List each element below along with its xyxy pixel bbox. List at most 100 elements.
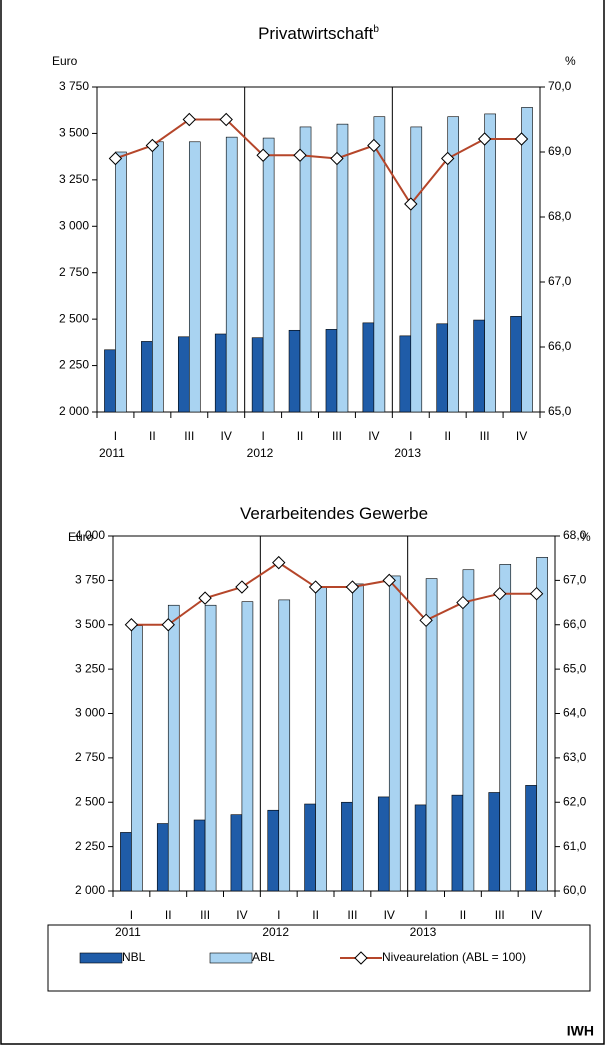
line-marker xyxy=(235,580,249,594)
title-text: Verarbeitendes Gewerbe xyxy=(240,504,428,523)
bar xyxy=(336,123,349,413)
bar xyxy=(104,349,116,413)
bar xyxy=(251,337,264,413)
y2-tick-label: 61,0 xyxy=(563,839,587,853)
bar xyxy=(451,794,464,892)
x-tick-label: II xyxy=(460,908,467,922)
x-tick-label: I xyxy=(424,908,427,922)
bar xyxy=(288,329,301,413)
y-tick-label: 4 000 xyxy=(75,528,105,542)
y2-tick-label: 66,0 xyxy=(563,617,587,631)
year-label: 2013 xyxy=(394,446,421,460)
chart-title: Privatwirtschaftb xyxy=(258,24,379,43)
y2-axis-label: % xyxy=(565,54,576,68)
y-tick-label: 3 250 xyxy=(75,661,105,675)
bar xyxy=(510,316,522,413)
line-marker xyxy=(404,197,418,211)
line-marker xyxy=(145,138,160,153)
y-axis-label: Euro xyxy=(52,54,78,68)
bar xyxy=(299,126,312,413)
bar xyxy=(177,336,190,413)
line-marker xyxy=(367,138,381,153)
title-text: Privatwirtschaft xyxy=(258,24,374,43)
line-marker xyxy=(456,595,470,610)
legend-label: Niveaurelation (ABL = 100) xyxy=(382,950,526,964)
bar xyxy=(262,137,275,413)
line xyxy=(115,118,522,206)
y2-tick-label: 68,0 xyxy=(548,209,572,223)
x-tick-label: III xyxy=(347,908,357,922)
x-tick-label: III xyxy=(495,908,505,922)
line-marker xyxy=(308,580,323,594)
line-marker xyxy=(219,112,233,127)
y-tick-label: 2 000 xyxy=(75,883,105,897)
x-tick-label: II xyxy=(312,908,319,922)
bar xyxy=(152,141,164,413)
x-tick-label: IV xyxy=(236,908,247,922)
bar xyxy=(120,832,132,892)
x-tick-label: III xyxy=(332,429,342,443)
x-tick-label: I xyxy=(114,429,117,443)
line-marker xyxy=(182,112,196,127)
y-tick-label: 2 250 xyxy=(75,839,105,853)
y-tick-label: 3 250 xyxy=(59,172,89,186)
x-tick-label: II xyxy=(149,429,156,443)
y2-axis-label: % xyxy=(580,530,591,544)
y-tick-label: 3 500 xyxy=(59,126,89,140)
bar xyxy=(167,604,180,892)
line-marker xyxy=(441,151,455,166)
y-tick-label: 3 750 xyxy=(75,573,105,587)
bar xyxy=(499,564,512,892)
x-tick-label: I xyxy=(261,429,264,443)
x-tick-label: IV xyxy=(516,429,527,443)
year-label: 2011 xyxy=(99,446,125,460)
legend-marker xyxy=(354,951,368,965)
bar xyxy=(204,604,217,892)
line-marker xyxy=(529,586,544,601)
y2-tick-label: 67,0 xyxy=(548,274,572,288)
bar xyxy=(131,625,143,892)
x-tick-label: I xyxy=(130,908,133,922)
line xyxy=(131,561,537,626)
x-tick-label: I xyxy=(409,429,412,443)
y-tick-label: 2 750 xyxy=(59,265,89,279)
bar xyxy=(488,792,501,892)
y-tick-label: 2 500 xyxy=(75,794,105,808)
bar xyxy=(484,113,496,413)
bar xyxy=(447,116,460,413)
bar xyxy=(141,341,153,413)
bar xyxy=(473,319,485,413)
y-tick-label: 2 500 xyxy=(59,311,89,325)
source: IWH xyxy=(567,1023,594,1039)
line-marker xyxy=(382,573,396,588)
line-marker xyxy=(108,151,123,166)
y2-tick-label: 66,0 xyxy=(548,339,572,353)
x-tick-label: IV xyxy=(221,429,232,443)
x-tick-label: IV xyxy=(531,908,542,922)
y2-tick-label: 62,0 xyxy=(563,794,587,808)
bar xyxy=(352,583,364,892)
chart-title: Verarbeitendes Gewerbe xyxy=(240,504,428,523)
y-tick-label: 2 250 xyxy=(59,358,89,372)
legend-label: NBL xyxy=(122,950,146,964)
bar xyxy=(241,601,254,892)
bar xyxy=(315,587,327,892)
line-marker xyxy=(514,132,529,146)
y-tick-label: 2 750 xyxy=(75,750,105,764)
line-marker xyxy=(256,148,270,162)
y-tick-label: 3 000 xyxy=(59,218,89,232)
bar xyxy=(425,578,438,892)
line-marker xyxy=(198,591,212,605)
y-tick-label: 3 500 xyxy=(75,617,105,631)
y2-tick-label: 65,0 xyxy=(548,404,572,418)
y2-tick-label: 70,0 xyxy=(548,79,572,93)
bar xyxy=(188,141,201,413)
y2-tick-label: 67,0 xyxy=(563,573,587,587)
y2-tick-label: 69,0 xyxy=(548,144,572,158)
y2-tick-label: 65,0 xyxy=(563,661,587,675)
bar xyxy=(414,804,427,892)
bar xyxy=(230,814,243,892)
bar xyxy=(373,116,386,413)
